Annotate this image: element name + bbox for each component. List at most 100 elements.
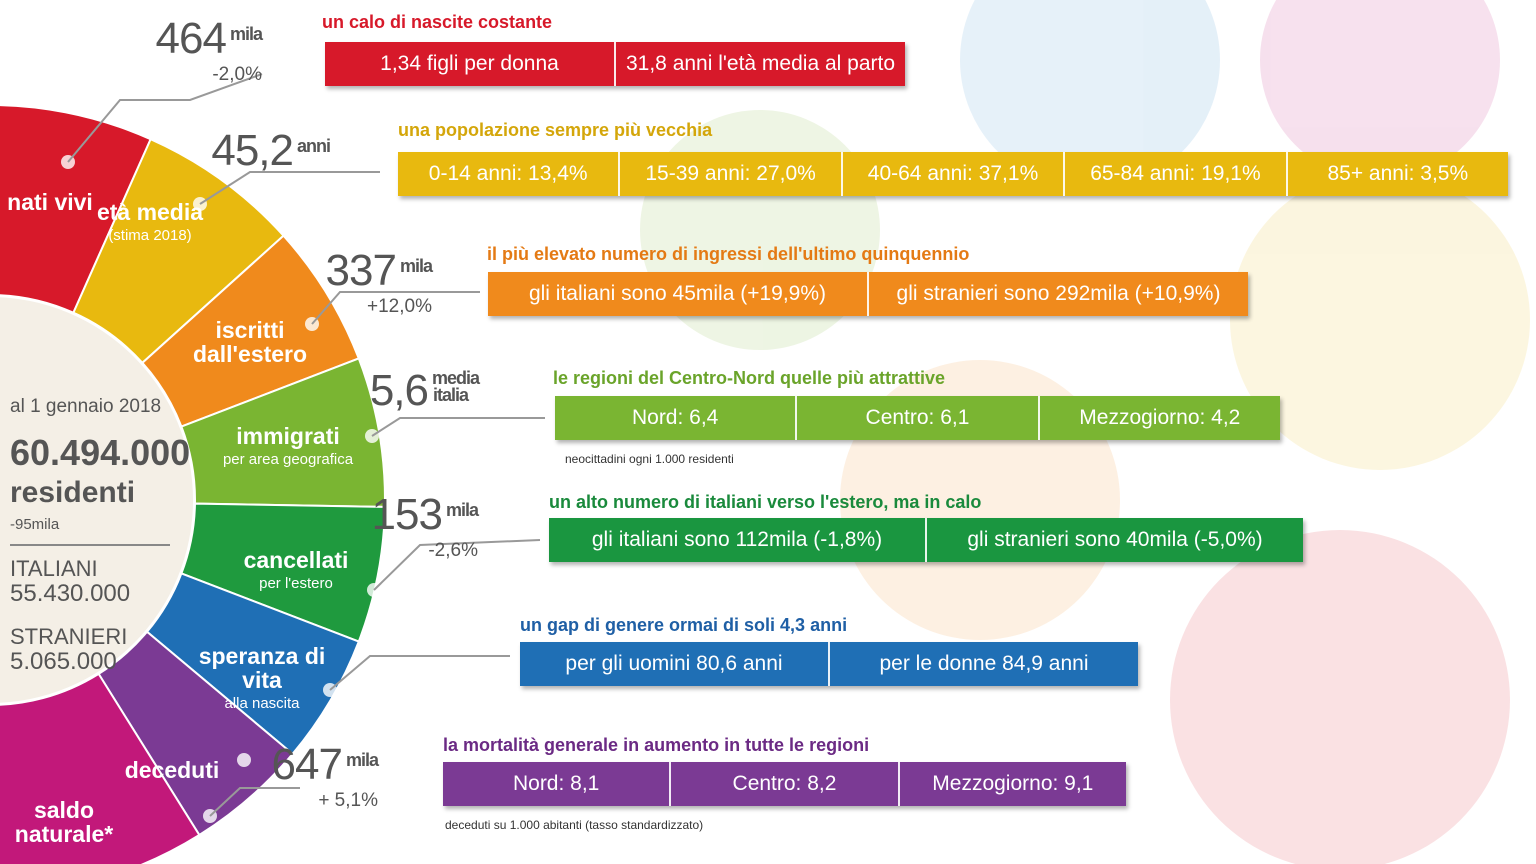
bar-cell: gli stranieri sono 292mila (+10,9%) [867, 272, 1248, 316]
big-number: 5,6 media italia [369, 366, 480, 416]
unit: anni [296, 136, 331, 156]
connector [199, 171, 380, 205]
row-heading: le regioni del Centro-Nord quelle più at… [553, 368, 946, 388]
wheel-center [0, 297, 193, 703]
bar-cell: Centro: 8,2 [669, 762, 897, 806]
change: + 5,1% [318, 790, 378, 811]
segment-title: saldo naturale* [14, 797, 114, 847]
segment-title: cancellati [243, 547, 349, 573]
big-number: 45,2 anni [211, 126, 331, 176]
row-heading: un calo di nascite costante [322, 12, 553, 32]
segment-label: immigrati per area geografica [208, 424, 368, 472]
bar-cell: gli stranieri sono 40mila (-5,0%) [925, 518, 1303, 562]
unit: mila [345, 750, 379, 770]
segment-label: speranza di vita alla nascita [182, 644, 342, 716]
row-bar: 1,34 figli per donna 31,8 anni l'età medi… [325, 42, 905, 86]
big-number: 647 mila [271, 740, 379, 790]
bar-cell: Nord: 8,1 [512, 772, 600, 795]
bar-cell: Nord: 6,4 [631, 406, 719, 429]
segment-title: iscritti dall'estero [192, 317, 308, 367]
unit: mila [399, 256, 433, 276]
segment-dot [237, 753, 251, 767]
number: 337 [325, 246, 397, 295]
bar-cell: 65-84 anni: 19,1% [1063, 152, 1285, 196]
bar-cell: Mezzogiorno: 9,1 [897, 762, 1126, 806]
center-total: 60.494.000 [10, 432, 191, 473]
bar-cell: 15-39 anni: 27,0% [618, 152, 840, 196]
segment-note: per area geografica [222, 451, 354, 468]
center-date: al 1 gennaio 2018 [10, 396, 162, 417]
segment-label: nati vivi [0, 190, 130, 214]
center-divider [10, 544, 170, 546]
number: 464 [155, 14, 227, 63]
row-bar: Nord: 8,1 Centro: 8,2 Mezzogiorno: 9,1 [443, 762, 1126, 806]
number: 5,6 [369, 366, 429, 415]
change: -2,6% [428, 540, 478, 561]
decorative-heads [640, 0, 1530, 864]
foreigners-label: STRANIERI [10, 624, 128, 649]
bar-cell: gli italiani sono 112mila (-1,8%) [591, 528, 883, 551]
big-number: 153 mila [371, 490, 479, 540]
segment-title: età media [96, 199, 204, 225]
row-heading: una popolazione sempre più vecchia [398, 120, 713, 140]
change: -2,0% [212, 64, 262, 85]
segment-label: saldo naturale* [0, 798, 144, 846]
row-bar: gli italiani sono 45mila (+19,9%) gli str… [488, 272, 1248, 316]
row-heading: la mortalità generale in aumento in tutt… [443, 735, 870, 755]
row-bar: Nord: 6,4 Centro: 6,1 Mezzogiorno: 4,2 [555, 396, 1280, 440]
row-note: deceduti su 1.000 abitanti (tasso standa… [445, 818, 704, 832]
row-bar: gli italiani sono 112mila (-1,8%) gli str… [549, 518, 1303, 562]
segment-label: iscritti dall'estero [170, 318, 330, 366]
connector [311, 291, 480, 325]
segment-note: alla nascita [224, 695, 300, 712]
segment-note: per l'estero [259, 575, 333, 592]
row-heading: un gap di genere ormai di soli 4,3 anni [520, 615, 848, 635]
segment-label: età media (stima 2018) [70, 200, 230, 248]
wheel [0, 104, 386, 864]
center-change: -95mila [10, 516, 60, 533]
row-bar: 0-14 anni: 13,4% 15-39 anni: 27,0% 40-64 a… [398, 152, 1508, 196]
number: 45,2 [211, 126, 294, 175]
connector [209, 787, 300, 817]
row-bar: per gli uomini 80,6 anni per le donne 84,… [520, 642, 1138, 686]
connectors [67, 73, 545, 817]
bar-cell: 1,34 figli per donna [380, 52, 559, 75]
number: 647 [271, 740, 343, 789]
segment-title: immigrati [236, 423, 340, 449]
bar-cell: Mezzogiorno: 4,2 [1037, 396, 1280, 440]
unit: mila [445, 500, 479, 520]
row-heading: un alto numero di italiani verso l'ester… [549, 492, 982, 512]
wheel-segment [0, 672, 201, 864]
change: +12,0% [367, 296, 432, 317]
bar-cell: per le donne 84,9 anni [828, 642, 1138, 686]
connector [373, 539, 541, 591]
connector [67, 73, 263, 163]
center-residents: residenti [10, 476, 136, 509]
bar-cell: 40-64 anni: 37,1% [840, 152, 1063, 196]
row-note: neocittadini ogni 1.000 residenti [565, 452, 734, 466]
foreigners-value: 5.065.000 [10, 648, 117, 675]
bar-cell: Centro: 6,1 [795, 396, 1037, 440]
italians-label: ITALIANI [10, 556, 98, 581]
row-heading: il più elevato numero di ingressi dell'u… [487, 244, 970, 264]
connector [329, 655, 510, 691]
segment-note: (stima 2018) [108, 227, 192, 244]
number: 153 [371, 490, 443, 539]
bar-cell: 31,8 anni l'età media al parto [614, 42, 905, 86]
unit: media italia [432, 368, 480, 405]
bar-cell: per gli uomini 80,6 anni [565, 652, 783, 675]
bar-cell: 85+ anni: 3,5% [1285, 152, 1508, 196]
big-number: 464 mila [155, 14, 263, 64]
segment-label: deceduti [92, 758, 252, 782]
segment-title: speranza di vita [198, 643, 326, 693]
segment-title: deceduti [124, 757, 220, 783]
connector [371, 417, 545, 437]
unit: mila [229, 24, 263, 44]
bar-cell: 0-14 anni: 13,4% [428, 162, 588, 185]
italians-value: 55.430.000 [10, 580, 131, 607]
big-number: 337 mila [325, 246, 433, 296]
segment-title: nati vivi [7, 189, 93, 215]
segment-label: cancellati per l'estero [216, 548, 376, 596]
